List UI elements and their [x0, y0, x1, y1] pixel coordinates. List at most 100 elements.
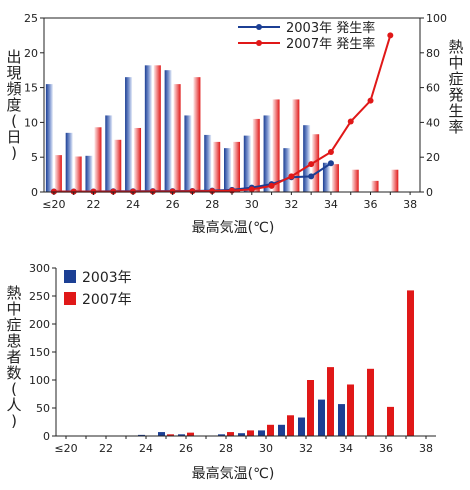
rate-point-2007 — [308, 161, 315, 168]
x-tick-label: 32 — [299, 442, 313, 455]
legend-label: 2007年 — [82, 292, 132, 308]
bottom-legend: 2003年 2007年 — [64, 270, 132, 308]
x-tick-label: 24 — [126, 198, 140, 211]
top-bars — [45, 65, 399, 192]
bar-2003-26 — [178, 434, 185, 436]
x-tick-label: 26 — [166, 198, 180, 211]
bar-2003-31 — [263, 115, 271, 192]
x-tick-label: 36 — [364, 198, 378, 211]
bar-2003-31 — [278, 424, 285, 436]
bar-2007-35 — [367, 368, 374, 436]
bar-2007-27 — [193, 77, 201, 192]
x-tick-label: 22 — [99, 442, 113, 455]
bar-2007-33 — [312, 134, 320, 192]
rate-point-2007 — [169, 188, 176, 195]
rate-point-2007 — [367, 97, 374, 104]
y2-tick-label: 60 — [426, 82, 440, 95]
bar-2007-30 — [267, 424, 274, 436]
legend-label: 2003年 発生率 — [286, 20, 375, 36]
bar-2007-26 — [173, 84, 181, 192]
bar-2007-31 — [287, 415, 294, 436]
y-tick-label: 10 — [24, 116, 38, 129]
bar-2003-21 — [65, 132, 73, 192]
bottom-chart: 0 50 100 150 200 250 300 ≤20 22 24 26 28 30 32 34 36 38 熱… — [6, 262, 436, 482]
y-tick-label: 5 — [31, 151, 38, 164]
x-tick-label: 26 — [179, 442, 193, 455]
bar-2003-32 — [298, 417, 305, 436]
y2-tick-label: 20 — [426, 151, 440, 164]
bar-2003-32 — [283, 148, 291, 192]
x-tick-label: 38 — [419, 442, 433, 455]
rate-point-2007 — [387, 32, 394, 39]
bar-2007-32 — [307, 380, 314, 436]
bar-2003-28 — [204, 134, 212, 192]
x-tick-label: 38 — [403, 198, 417, 211]
bar-2007-34 — [347, 384, 354, 436]
top-chart: 0 5 10 15 20 25 0 20 40 60 80 100 ≤20 22 24 26 28 30 32 34 3… — [6, 12, 463, 236]
y-tick-label: 300 — [29, 262, 50, 275]
top-y-axis-title: 出現頻度(日) — [6, 48, 21, 162]
bar-2003-25 — [144, 65, 152, 192]
bar-2003-23 — [105, 115, 113, 192]
bar-2003-24 — [138, 434, 145, 436]
y-tick-label: 20 — [24, 47, 38, 60]
y-tick-label: 150 — [29, 346, 50, 359]
bar-2003-26 — [164, 70, 172, 192]
y-tick-label: 15 — [24, 82, 38, 95]
x-tick-label: 28 — [219, 442, 233, 455]
bar-2003-≤20 — [45, 84, 53, 192]
rate-point-2007 — [189, 188, 196, 195]
y2-tick-label: 80 — [426, 47, 440, 60]
rate-point-2003 — [327, 160, 334, 167]
y2-tick-label: 40 — [426, 116, 440, 129]
bar-2007-23 — [114, 139, 122, 192]
x-tick-label: 24 — [139, 442, 153, 455]
legend-swatch-0 — [64, 270, 76, 283]
bar-2007-32 — [292, 99, 300, 192]
bottom-y-axis-title: 熱中症患者数(人) — [6, 284, 21, 430]
bar-2007-21 — [74, 156, 82, 192]
y-tick-label: 25 — [24, 12, 38, 25]
top-lines — [50, 32, 394, 195]
y-tick-label: 0 — [31, 186, 38, 199]
y-tick-label: 250 — [29, 290, 50, 303]
bar-2003-28 — [218, 434, 225, 436]
bar-2007-25 — [153, 65, 161, 192]
rate-point-2007 — [288, 173, 295, 180]
bottom-axes: 0 50 100 150 200 250 300 ≤20 22 24 26 28 30 32 34 36 38 熱… — [6, 262, 436, 455]
bar-2003-24 — [125, 77, 133, 192]
top-x-axis-title: 最高気温(℃) — [192, 219, 275, 236]
x-tick-label: 22 — [86, 198, 100, 211]
y2-tick-label: 0 — [426, 186, 433, 199]
bar-2007-28 — [213, 141, 221, 192]
rate-point-2007 — [209, 188, 216, 195]
bottom-bars — [138, 290, 414, 436]
bar-2007-29 — [233, 141, 240, 192]
bar-2007-37 — [407, 290, 414, 436]
bar-2007-24 — [134, 127, 142, 192]
bar-2007-25 — [167, 434, 174, 436]
x-tick-label: 28 — [205, 198, 219, 211]
legend-swatch-1 — [64, 292, 76, 305]
bar-2007-29 — [247, 430, 254, 436]
top-y2-axis-title: 熱中症発生率 — [448, 38, 463, 136]
bar-2007-28 — [227, 432, 234, 436]
legend-marker-1 — [256, 40, 262, 46]
x-tick-label: ≤20 — [42, 198, 65, 211]
bar-2003-33 — [303, 125, 311, 192]
bar-2003-34 — [338, 404, 345, 436]
bar-2007-26 — [187, 432, 194, 436]
rate-point-2007 — [327, 148, 334, 155]
x-tick-label: 30 — [245, 198, 259, 211]
rate-point-2007 — [149, 188, 156, 195]
bar-2003-25 — [158, 432, 165, 436]
rate-point-2007 — [248, 186, 255, 193]
bar-2003-30 — [243, 135, 251, 192]
bar-2007-≤20 — [54, 155, 62, 192]
bar-2007-30 — [252, 118, 260, 192]
rate-point-2007 — [347, 118, 354, 125]
y-tick-label: 0 — [43, 430, 50, 443]
bar-2007-33 — [327, 367, 334, 436]
bar-2007-36 — [371, 180, 379, 192]
